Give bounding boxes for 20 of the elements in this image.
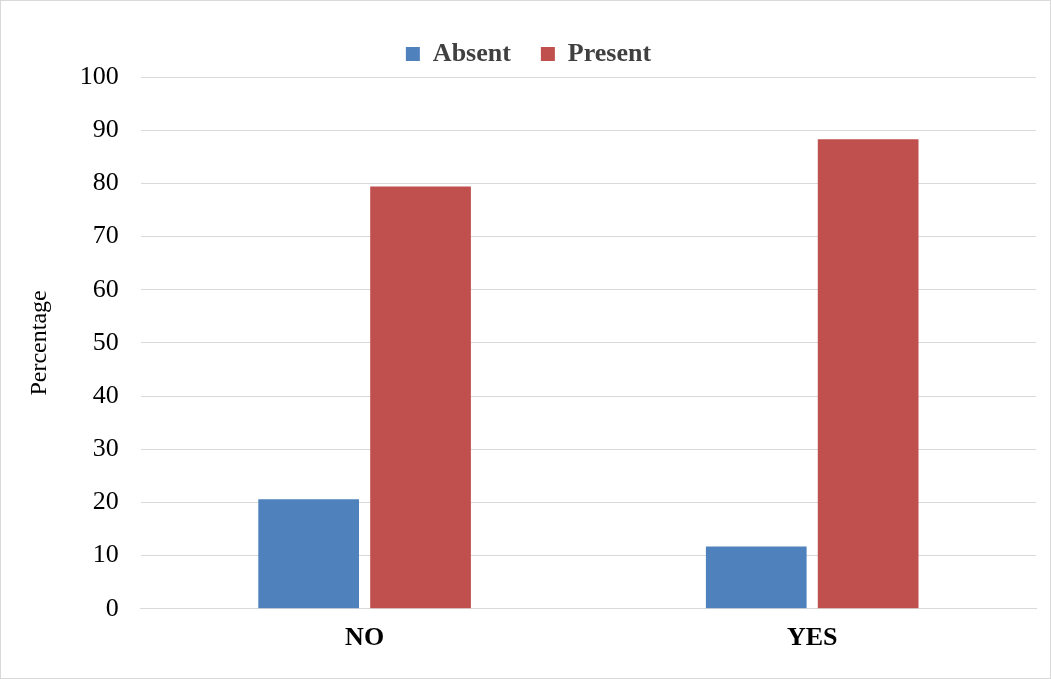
bar [705,546,807,609]
y-tick-label: 20 [92,486,119,516]
y-axis-title: Percentage [24,290,51,396]
y-tick-label: 100 [79,60,119,90]
x-tick-label: NO [345,622,385,652]
bar [370,186,471,609]
legend-label: Present [567,37,652,67]
y-tick-label: 60 [92,273,119,303]
y-tick-label: 80 [92,167,119,197]
y-tick-label: 40 [92,379,119,409]
bar [258,499,360,609]
x-tick-label: YES [786,622,838,652]
y-tick-label: 70 [92,220,119,250]
y-tick-label: 50 [92,326,119,356]
legend-label: Absent [432,37,512,67]
y-tick-label: 0 [105,592,119,622]
y-tick-label: 30 [92,433,119,463]
y-tick-label: 90 [92,114,119,144]
y-tick-label: 10 [92,539,119,569]
bar [817,139,919,609]
